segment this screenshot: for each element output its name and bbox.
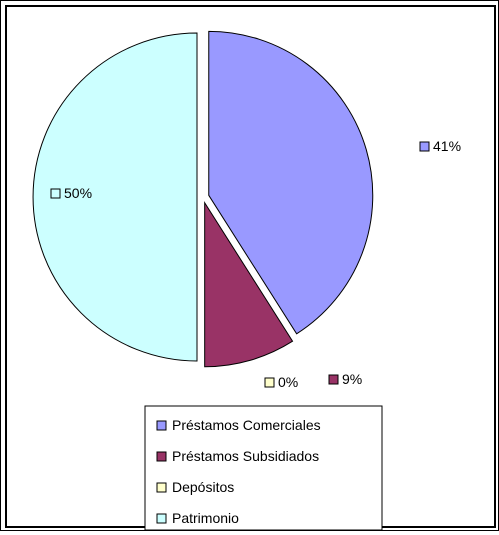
data-label-swatch-prestamos-comerciales [420,142,429,151]
data-label-prestamos-subsidiados: 9% [342,371,362,387]
legend-swatch-prestamos-subsidiados [157,452,166,461]
legend: Préstamos Comerciales Préstamos Subsidiad… [145,406,382,530]
data-label-swatch-depositos [265,378,274,387]
data-label-swatch-prestamos-subsidiados [329,375,338,384]
data-label-depositos: 0% [278,374,298,390]
data-label-swatch-patrimonio [51,189,60,198]
pie-chart: 41%9%0%50% Préstamos ComercialesPréstamo… [7,7,498,530]
data-label-patrimonio: 50% [64,185,92,201]
legend-swatch-prestamos-comerciales [157,421,166,430]
data-label-prestamos-comerciales: 41% [433,138,461,154]
legend-label-prestamos-comerciales: Préstamos Comerciales [172,417,321,433]
legend-label-prestamos-subsidiados: Préstamos Subsidiados [172,448,319,464]
legend-swatch-depositos [157,483,166,492]
legend-label-depositos: Depósitos [172,479,234,495]
legend-label-patrimonio: Patrimonio [172,510,239,526]
chart-area: 41% 9% 0% 50% Préstamos Comerciales Préstamo… [5,5,496,528]
legend-swatch-patrimonio [157,514,166,523]
